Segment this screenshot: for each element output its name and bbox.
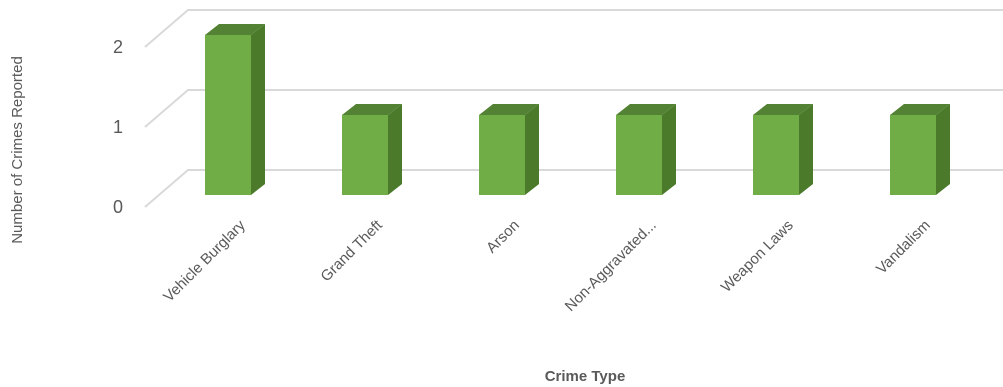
bar-side	[936, 104, 950, 195]
y-tick-label: 2	[113, 37, 123, 57]
bar-front	[205, 35, 251, 195]
bar-top	[753, 104, 813, 115]
bar-front	[342, 115, 388, 195]
bar-top	[205, 24, 265, 35]
bar	[342, 104, 402, 195]
x-tick-label: Arson	[483, 217, 523, 257]
x-tick-label: Weapon Laws	[718, 217, 797, 296]
bar	[890, 104, 950, 195]
bar-side	[388, 104, 402, 195]
bar-top	[616, 104, 676, 115]
y-axis-ticks: 0 1 2	[113, 37, 123, 217]
gridline	[144, 169, 1003, 208]
bar-side	[799, 104, 813, 195]
y-tick-label: 0	[113, 197, 123, 217]
bar	[616, 104, 676, 195]
bar-side	[251, 24, 265, 195]
bar-front	[753, 115, 799, 195]
bar	[205, 24, 265, 195]
y-tick-label: 1	[113, 117, 123, 137]
y-axis-label: Number of Crimes Reported	[9, 56, 26, 244]
gridline	[144, 89, 1003, 128]
bar-top	[890, 104, 950, 115]
gridline	[144, 9, 1003, 48]
bars	[205, 24, 950, 195]
bar-top	[479, 104, 539, 115]
bar-side	[662, 104, 676, 195]
bar	[753, 104, 813, 195]
x-tick-label: Vandalism	[873, 217, 934, 278]
bar-top	[342, 104, 402, 115]
bar-front	[616, 115, 662, 195]
bar-side	[525, 104, 539, 195]
bar	[479, 104, 539, 195]
x-tick-label: Non-Aggravated...	[562, 217, 660, 315]
category-labels: Vehicle Burglary Grand Theft Arson Non-Aggr…	[160, 216, 934, 315]
x-tick-label: Grand Theft	[317, 216, 386, 285]
x-axis-label: Crime Type	[545, 368, 626, 385]
bar-front	[890, 115, 936, 195]
bar-front	[479, 115, 525, 195]
x-tick-label: Vehicle Burglary	[160, 216, 249, 305]
gridlines	[144, 9, 1003, 208]
